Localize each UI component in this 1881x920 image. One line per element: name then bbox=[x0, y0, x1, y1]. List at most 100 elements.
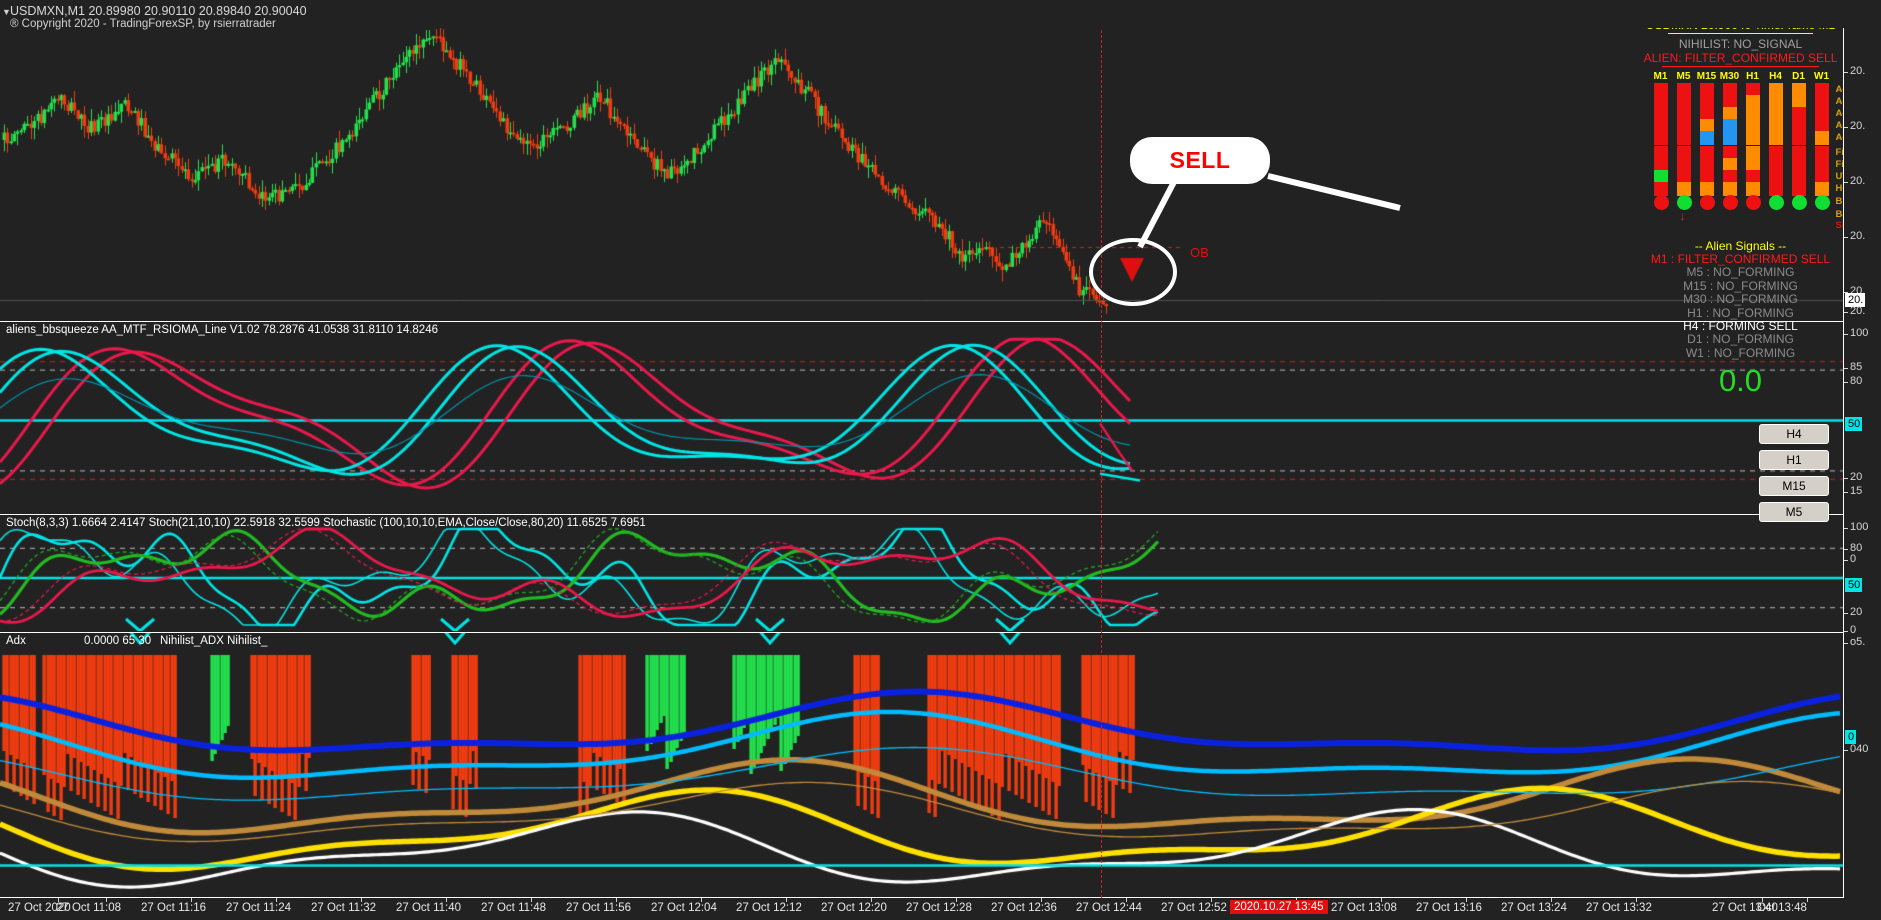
matrix-cell[interactable] bbox=[1814, 119, 1829, 133]
matrix-cell[interactable] bbox=[1676, 107, 1691, 121]
scale-tick-mark bbox=[1844, 549, 1848, 550]
rsioma-pane[interactable]: aliens_bbsqueeze AA_MTF_RSIOMA_Line V1.0… bbox=[0, 322, 1843, 513]
matrix-cell[interactable] bbox=[1745, 83, 1760, 97]
matrix-cell[interactable] bbox=[1653, 170, 1668, 184]
time-axis-label: 27 Oct 12:44 bbox=[1076, 902, 1142, 914]
matrix-cell[interactable] bbox=[1768, 182, 1783, 196]
matrix-cell[interactable] bbox=[1745, 158, 1760, 172]
matrix-cell[interactable] bbox=[1676, 170, 1691, 184]
matrix-cell[interactable] bbox=[1814, 83, 1829, 97]
timeframe-button-group[interactable]: H4 H1 M15 M5 bbox=[1759, 424, 1829, 528]
matrix-cell[interactable] bbox=[1676, 182, 1691, 196]
matrix-cell[interactable] bbox=[1676, 119, 1691, 133]
matrix-cell[interactable] bbox=[1768, 195, 1784, 210]
matrix-cell[interactable] bbox=[1814, 107, 1829, 121]
matrix-cell[interactable] bbox=[1768, 158, 1783, 172]
stoch-tick-3: 20 bbox=[1850, 606, 1863, 618]
matrix-cell[interactable] bbox=[1699, 107, 1714, 121]
matrix-cell[interactable] bbox=[1699, 146, 1714, 160]
timeframe-button-m5[interactable]: M5 bbox=[1759, 502, 1829, 522]
matrix-cell[interactable] bbox=[1722, 107, 1737, 121]
matrix-cell[interactable] bbox=[1745, 170, 1760, 184]
matrix-cell[interactable] bbox=[1699, 95, 1714, 109]
matrix-cell[interactable] bbox=[1699, 119, 1714, 133]
timeframe-button-m15[interactable]: M15 bbox=[1759, 476, 1829, 496]
matrix-cell[interactable] bbox=[1768, 107, 1783, 121]
matrix-cell[interactable] bbox=[1745, 131, 1760, 145]
time-axis-tick bbox=[1211, 898, 1212, 902]
matrix-cell[interactable] bbox=[1768, 146, 1783, 160]
matrix-cell[interactable] bbox=[1791, 195, 1807, 210]
matrix-cell[interactable] bbox=[1653, 131, 1668, 145]
matrix-cell[interactable] bbox=[1768, 95, 1783, 109]
matrix-cell[interactable] bbox=[1653, 158, 1668, 172]
matrix-cell[interactable] bbox=[1722, 182, 1737, 196]
matrix-cell[interactable] bbox=[1653, 95, 1668, 109]
matrix-cell[interactable] bbox=[1791, 158, 1806, 172]
matrix-cell[interactable] bbox=[1722, 95, 1737, 109]
matrix-cell[interactable] bbox=[1791, 182, 1806, 196]
matrix-cell[interactable] bbox=[1653, 182, 1668, 196]
matrix-cell[interactable] bbox=[1699, 131, 1714, 145]
matrix-col-header-m30: M30 bbox=[1719, 71, 1740, 82]
matrix-cell[interactable] bbox=[1699, 195, 1715, 210]
matrix-cell[interactable] bbox=[1722, 170, 1737, 184]
matrix-cell[interactable] bbox=[1768, 119, 1783, 133]
matrix-cell[interactable] bbox=[1676, 195, 1692, 210]
matrix-cell[interactable] bbox=[1699, 182, 1714, 196]
matrix-cell[interactable] bbox=[1745, 182, 1760, 196]
matrix-cell[interactable] bbox=[1722, 131, 1737, 145]
matrix-cell[interactable] bbox=[1814, 170, 1829, 184]
matrix-cell[interactable] bbox=[1791, 83, 1806, 97]
alien-signal-m1: M1 : FILTER_CONFIRMED SELL bbox=[1650, 252, 1831, 266]
matrix-cell[interactable] bbox=[1791, 131, 1806, 145]
matrix-cell[interactable] bbox=[1676, 146, 1691, 160]
chart-dropdown-caret[interactable]: ▼ bbox=[2, 7, 11, 17]
matrix-cell[interactable] bbox=[1722, 146, 1737, 160]
matrix-cell[interactable] bbox=[1699, 170, 1714, 184]
matrix-cell[interactable] bbox=[1745, 107, 1760, 121]
timeframe-button-h1[interactable]: H1 bbox=[1759, 450, 1829, 470]
matrix-cell[interactable] bbox=[1676, 158, 1691, 172]
matrix-cell[interactable] bbox=[1791, 146, 1806, 160]
matrix-cell[interactable] bbox=[1722, 83, 1737, 97]
matrix-cell[interactable] bbox=[1653, 83, 1668, 97]
sell-callout[interactable]: SELL bbox=[1130, 137, 1270, 184]
matrix-cell[interactable] bbox=[1791, 107, 1806, 121]
timeframe-button-h4[interactable]: H4 bbox=[1759, 424, 1829, 444]
matrix-cell[interactable] bbox=[1676, 131, 1691, 145]
price-scale-column[interactable]: 20.20.20.20.20.20.20.20.1008580502015010… bbox=[1843, 0, 1881, 920]
matrix-cell[interactable] bbox=[1722, 119, 1737, 133]
matrix-cell[interactable] bbox=[1814, 95, 1829, 109]
matrix-cell[interactable] bbox=[1676, 83, 1691, 97]
multi-timeframe-matrix[interactable]: M1M5M15M30H1H4D1W1Adx7Adx21Adx42Adx89Adx… bbox=[1643, 71, 1871, 235]
matrix-cell[interactable] bbox=[1653, 195, 1669, 210]
matrix-cell[interactable] bbox=[1745, 95, 1760, 109]
stochastic-pane[interactable]: Stoch(8,3,3) 1.6664 2.4147 Stoch(21,10,1… bbox=[0, 515, 1843, 631]
matrix-cell[interactable] bbox=[1814, 146, 1829, 160]
matrix-cell[interactable] bbox=[1699, 83, 1714, 97]
matrix-cell[interactable] bbox=[1791, 95, 1806, 109]
matrix-cell[interactable] bbox=[1653, 107, 1668, 121]
matrix-cell[interactable] bbox=[1722, 158, 1737, 172]
matrix-cell[interactable] bbox=[1653, 146, 1668, 160]
matrix-cell[interactable] bbox=[1791, 170, 1806, 184]
matrix-cell[interactable] bbox=[1814, 131, 1829, 145]
nihilist-adx-pane[interactable]: Adx 0.0000 65 30 Nihilist_ADX Nihilist_ bbox=[0, 633, 1843, 898]
matrix-cell[interactable] bbox=[1814, 158, 1829, 172]
matrix-cell[interactable] bbox=[1814, 195, 1830, 210]
stoch-tick-1: 80 bbox=[1850, 542, 1863, 554]
matrix-cell[interactable] bbox=[1745, 195, 1761, 210]
matrix-cell[interactable] bbox=[1768, 131, 1783, 145]
matrix-cell[interactable] bbox=[1745, 146, 1760, 160]
matrix-cell[interactable] bbox=[1814, 182, 1829, 196]
price-pane[interactable] bbox=[0, 0, 1843, 320]
matrix-cell[interactable] bbox=[1768, 83, 1783, 97]
matrix-cell[interactable] bbox=[1791, 119, 1806, 133]
matrix-cell[interactable] bbox=[1653, 119, 1668, 133]
matrix-cell[interactable] bbox=[1722, 195, 1738, 210]
matrix-cell[interactable] bbox=[1745, 119, 1760, 133]
matrix-cell[interactable] bbox=[1676, 95, 1691, 109]
matrix-cell[interactable] bbox=[1699, 158, 1714, 172]
matrix-cell[interactable] bbox=[1768, 170, 1783, 184]
